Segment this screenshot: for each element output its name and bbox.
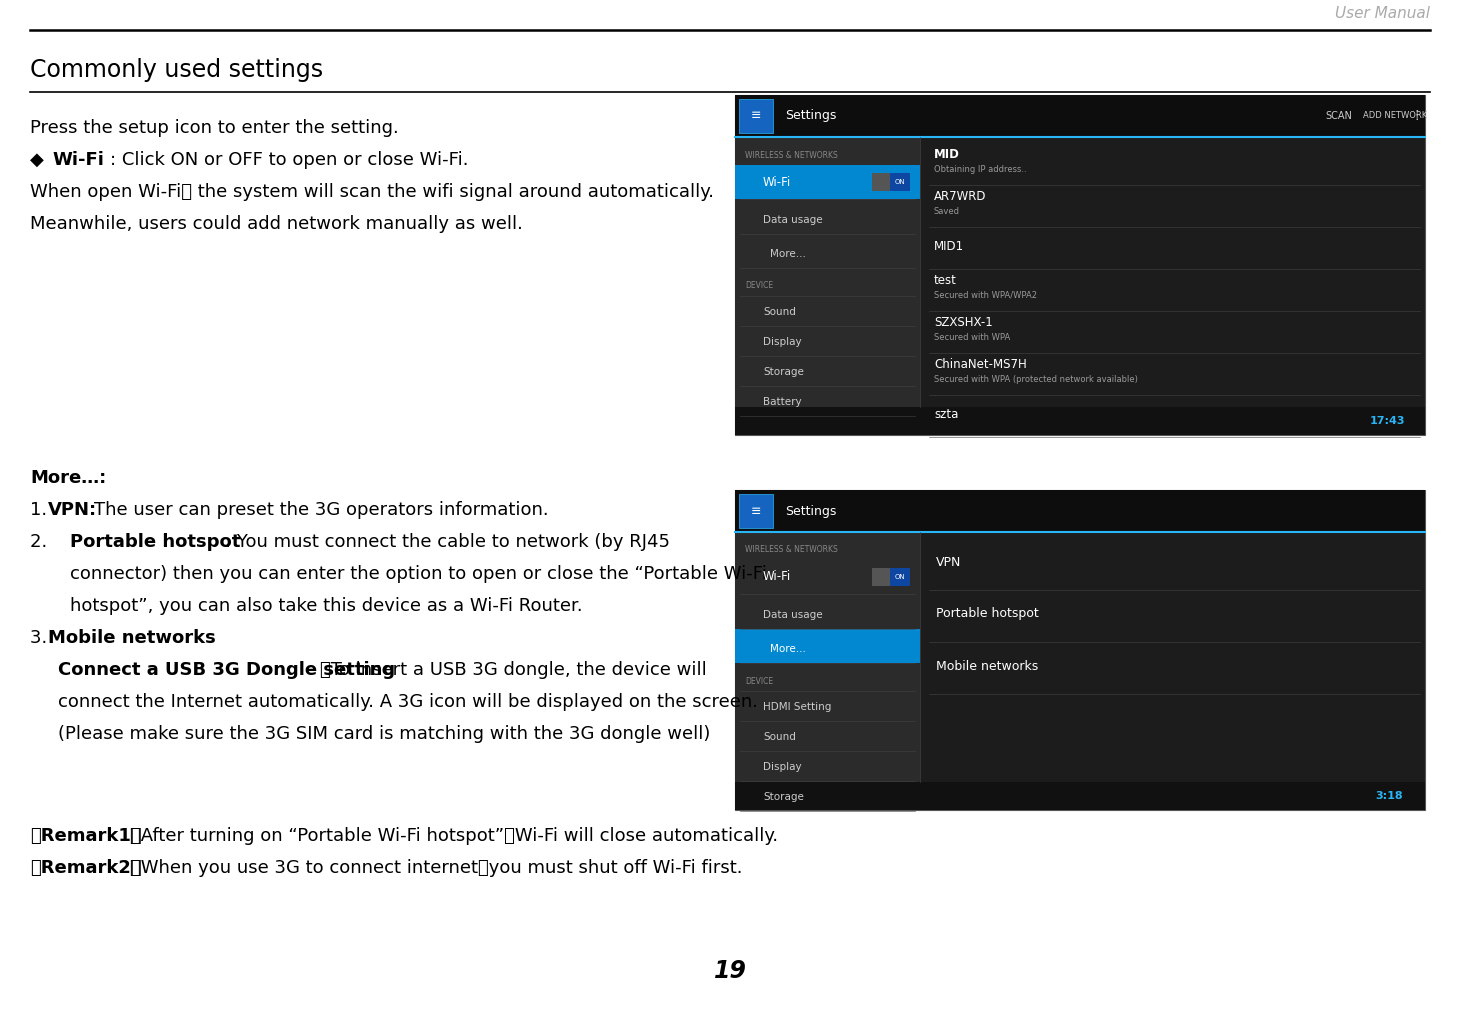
Text: More…:: More…: [31,469,107,487]
Text: Sound: Sound [764,732,796,742]
Text: ≡: ≡ [750,110,761,122]
Text: 【Remark1】: 【Remark1】 [31,827,142,845]
Text: Saved: Saved [934,206,961,215]
Text: Data usage: Data usage [764,215,822,225]
Text: 3:18: 3:18 [1375,791,1403,801]
Bar [734,137,920,407]
Text: Secured with WPA: Secured with WPA [934,332,1010,342]
Text: Storage: Storage [764,367,804,377]
Text: szta: szta [934,407,958,421]
Bar [734,95,1425,137]
Text: Secured with WPA/WPA2: Secured with WPA/WPA2 [934,290,1037,300]
Text: SZXSHX-1: SZXSHX-1 [934,316,993,329]
Text: test: test [934,275,956,287]
Text: Storage: Storage [764,792,804,802]
Text: VPN:: VPN: [48,501,98,519]
Text: WIRELESS & NETWORKS: WIRELESS & NETWORKS [745,546,838,554]
Text: DEVICE: DEVICE [745,281,774,290]
Text: When open Wi-Fi， the system will scan the wifi signal around automatically.: When open Wi-Fi， the system will scan th… [31,183,714,201]
Bar [734,407,1425,435]
Text: (Please make sure the 3G SIM card is matching with the 3G dongle well): (Please make sure the 3G SIM card is mat… [58,725,711,743]
Text: AR7WRD: AR7WRD [934,191,987,203]
Text: Data usage: Data usage [764,610,822,620]
Bar [739,494,772,528]
Text: ◆: ◆ [31,151,44,169]
Bar [891,568,910,586]
Text: Meanwhile, users could add network manually as well.: Meanwhile, users could add network manua… [31,215,523,233]
Text: Portable hotspot: Portable hotspot [70,532,241,551]
Text: hotspot”, you can also take this device as a Wi-Fi Router.: hotspot”, you can also take this device … [70,597,583,615]
Text: Obtaining IP address..: Obtaining IP address.. [934,164,1026,173]
Text: ⋮: ⋮ [1410,110,1424,122]
Text: Press the setup icon to enter the setting.: Press the setup icon to enter the settin… [31,119,399,137]
Text: Mobile networks: Mobile networks [48,629,216,647]
Bar [734,782,1425,810]
Text: Battery: Battery [764,397,802,407]
Text: connector) then you can enter the option to open or close the “Portable Wi-Fi: connector) then you can enter the option… [70,565,767,583]
Bar [734,165,920,199]
Text: Settings: Settings [785,110,837,122]
Text: User Manual: User Manual [1334,6,1429,22]
Text: Mobile networks: Mobile networks [936,660,1038,672]
Text: 2.: 2. [31,532,70,551]
Text: ：After turning on “Portable Wi-Fi hotspot”，Wi-Fi will close automatically.: ：After turning on “Portable Wi-Fi hotspo… [130,827,778,845]
Text: ≡: ≡ [750,505,761,517]
Text: ：To insert a USB 3G dongle, the device will: ：To insert a USB 3G dongle, the device w… [320,661,707,679]
Text: Connect a USB 3G Dongle setting: Connect a USB 3G Dongle setting [58,661,396,679]
Bar [734,490,1425,810]
Bar [734,490,1425,532]
Text: Sound: Sound [764,307,796,317]
Text: WIRELESS & NETWORKS: WIRELESS & NETWORKS [745,151,838,159]
Text: Wi-Fi: Wi-Fi [764,175,791,189]
Text: Wi-Fi: Wi-Fi [764,570,791,584]
Text: 17:43: 17:43 [1369,416,1406,426]
Text: ChinaNet-MS7H: ChinaNet-MS7H [934,358,1026,371]
Text: ON: ON [895,179,905,185]
Text: SCAN: SCAN [1326,111,1352,121]
Text: 【Remark2】: 【Remark2】 [31,859,142,877]
Text: Wi-Fi: Wi-Fi [53,151,104,169]
Text: DEVICE: DEVICE [745,676,774,685]
Text: MID: MID [934,149,959,161]
Bar [872,568,910,586]
Bar [734,629,920,663]
Text: HDMI Setting: HDMI Setting [764,702,831,712]
Bar [739,98,772,133]
Bar [734,95,1425,435]
Text: :: : [193,629,199,647]
Text: More...: More... [769,644,806,654]
Text: More...: More... [769,249,806,259]
Text: Display: Display [764,762,802,772]
Text: 19: 19 [714,959,746,983]
Bar [891,173,910,191]
Bar [872,173,910,191]
Text: ：When you use 3G to connect internet，you must shut off Wi-Fi first.: ：When you use 3G to connect internet，you… [130,859,743,877]
Text: Commonly used settings: Commonly used settings [31,58,323,82]
Bar [734,532,920,782]
Text: Settings: Settings [785,505,837,517]
Text: MID1: MID1 [934,239,964,252]
Text: connect the Internet automatically. A 3G icon will be displayed on the screen.: connect the Internet automatically. A 3G… [58,693,758,711]
Text: : Click ON or OFF to open or close Wi-Fi.: : Click ON or OFF to open or close Wi-Fi… [110,151,469,169]
Text: The user can preset the 3G operators information.: The user can preset the 3G operators inf… [93,501,549,519]
Text: Display: Display [764,337,802,347]
Text: ADD NETWORK: ADD NETWORK [1364,112,1428,120]
Text: Secured with WPA (protected network available): Secured with WPA (protected network avai… [934,374,1137,384]
Text: Portable hotspot: Portable hotspot [936,607,1038,621]
Text: VPN: VPN [936,555,961,568]
Text: : You must connect the cable to network (by RJ45: : You must connect the cable to network … [225,532,670,551]
Text: 1.: 1. [31,501,53,519]
Text: 3.: 3. [31,629,53,647]
Text: ON: ON [895,574,905,580]
